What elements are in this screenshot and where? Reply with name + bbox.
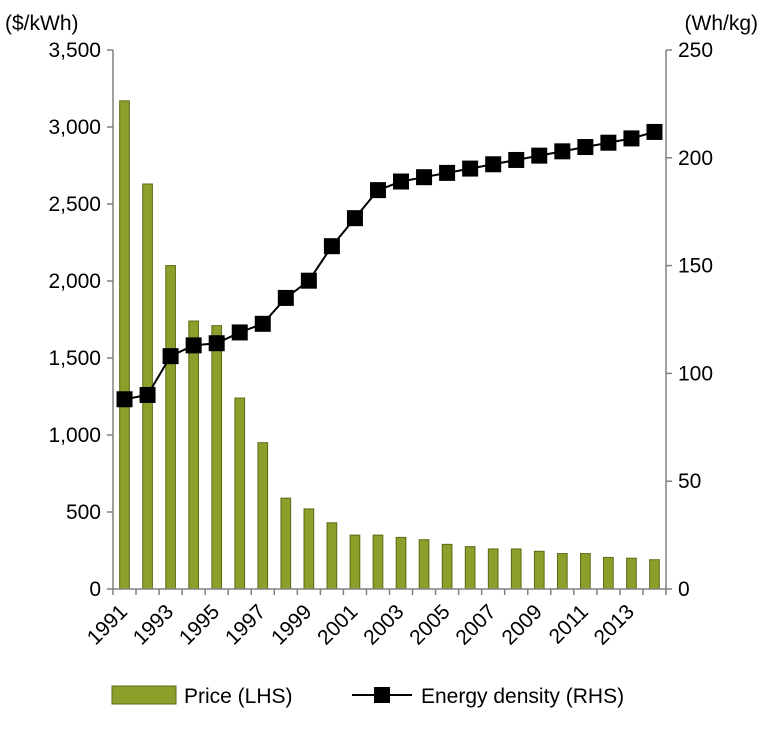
energy-density-point-2010 bbox=[554, 143, 571, 160]
x-tick-label: 1993 bbox=[129, 600, 178, 649]
energy-density-point-2009 bbox=[531, 147, 548, 164]
price-bar-2005 bbox=[441, 543, 453, 590]
energy-density-point-1991 bbox=[116, 391, 133, 408]
energy-density-polyline bbox=[124, 130, 655, 401]
price-bar-2002 bbox=[372, 534, 384, 590]
price-bar-2008 bbox=[510, 548, 522, 590]
left-tick-label: 0 bbox=[89, 578, 101, 601]
energy-density-point-2004 bbox=[416, 169, 433, 186]
x-tick-label: 2001 bbox=[313, 600, 362, 649]
energy-density-point-2003 bbox=[393, 173, 410, 190]
energy-density-point-2008 bbox=[508, 151, 525, 168]
price-bar-1991 bbox=[119, 100, 130, 590]
price-bar-2000 bbox=[326, 522, 338, 590]
x-tick-label: 2005 bbox=[405, 600, 454, 649]
left-tick-label: 3,000 bbox=[48, 116, 101, 139]
right-tick-label: 250 bbox=[678, 39, 713, 62]
energy-density-point-2001 bbox=[346, 210, 363, 227]
right-axis-unit: (Wh/kg) bbox=[685, 12, 759, 35]
energy-density-point-2014 bbox=[646, 123, 663, 140]
energy-density-point-1992 bbox=[139, 386, 156, 403]
right-tick-label: 100 bbox=[678, 362, 713, 385]
price-bar-2009 bbox=[533, 550, 545, 590]
legend: Price (LHS) Energy density (RHS) bbox=[111, 685, 624, 708]
right-tick-label: 200 bbox=[678, 147, 713, 170]
energy-density-point-2006 bbox=[462, 160, 479, 177]
left-tick-label: 2,000 bbox=[48, 270, 101, 293]
legend-swatch-price bbox=[111, 685, 177, 705]
left-tick-label: 500 bbox=[66, 501, 101, 524]
x-tick-label: 2009 bbox=[498, 600, 547, 649]
energy-density-point-2013 bbox=[623, 130, 640, 147]
price-bar-1992 bbox=[142, 183, 153, 590]
energy-density-point-2005 bbox=[439, 164, 456, 181]
energy-density-point-2002 bbox=[369, 182, 386, 199]
price-bar-1996 bbox=[234, 397, 246, 590]
price-bar-1998 bbox=[280, 497, 292, 590]
price-bar-2010 bbox=[556, 553, 568, 590]
left-axis-unit: ($/kWh) bbox=[5, 12, 79, 35]
x-tick-label: 2011 bbox=[545, 600, 593, 648]
energy-density-point-2012 bbox=[600, 134, 617, 151]
x-tick-label: 1991 bbox=[83, 600, 132, 649]
price-bar-2004 bbox=[418, 539, 430, 590]
x-tick-label: 2013 bbox=[590, 600, 639, 649]
energy-density-line bbox=[116, 123, 663, 408]
legend-label-energy: Energy density (RHS) bbox=[421, 685, 624, 708]
x-tick-label: 1999 bbox=[267, 600, 316, 649]
price-bar-2012 bbox=[603, 556, 614, 590]
price-bars bbox=[119, 100, 660, 590]
legend-marker-energy bbox=[374, 687, 390, 703]
energy-density-point-1993 bbox=[162, 348, 179, 365]
price-bar-2007 bbox=[487, 548, 499, 590]
left-tick-label: 1,500 bbox=[48, 347, 101, 370]
energy-density-point-1994 bbox=[185, 337, 202, 354]
axes bbox=[107, 49, 672, 595]
energy-density-point-2007 bbox=[485, 156, 502, 173]
right-tick-label: 0 bbox=[678, 578, 690, 601]
price-bar-2001 bbox=[349, 534, 361, 590]
energy-density-point-1996 bbox=[231, 324, 248, 341]
energy-density-point-2000 bbox=[323, 238, 340, 255]
price-bar-1997 bbox=[257, 442, 269, 590]
price-bar-1994 bbox=[188, 320, 199, 590]
right-tick-label: 50 bbox=[678, 470, 701, 493]
x-tick-label: 2003 bbox=[359, 600, 408, 649]
price-bar-2011 bbox=[580, 553, 591, 590]
price-bar-1999 bbox=[303, 508, 315, 590]
x-tick-label: 1997 bbox=[221, 600, 270, 649]
left-tick-label: 1,000 bbox=[48, 424, 101, 447]
price-bar-2006 bbox=[464, 546, 476, 590]
price-bar-2014 bbox=[649, 559, 660, 590]
price-bar-2013 bbox=[626, 557, 637, 590]
energy-density-point-1995 bbox=[208, 335, 225, 352]
price-bar-2003 bbox=[395, 536, 407, 590]
price-bar-1995 bbox=[211, 325, 223, 590]
left-tick-label: 2,500 bbox=[48, 193, 101, 216]
price-bar-1993 bbox=[165, 265, 176, 590]
energy-density-point-1997 bbox=[254, 315, 271, 332]
x-tick-label: 1995 bbox=[175, 600, 224, 649]
energy-density-point-1998 bbox=[277, 289, 294, 306]
right-tick-label: 150 bbox=[678, 255, 713, 278]
energy-density-point-1999 bbox=[300, 272, 317, 289]
energy-density-point-2011 bbox=[577, 139, 594, 156]
legend-label-price: Price (LHS) bbox=[184, 685, 293, 708]
x-tick-label: 2007 bbox=[451, 600, 500, 649]
left-tick-label: 3,500 bbox=[48, 39, 101, 62]
